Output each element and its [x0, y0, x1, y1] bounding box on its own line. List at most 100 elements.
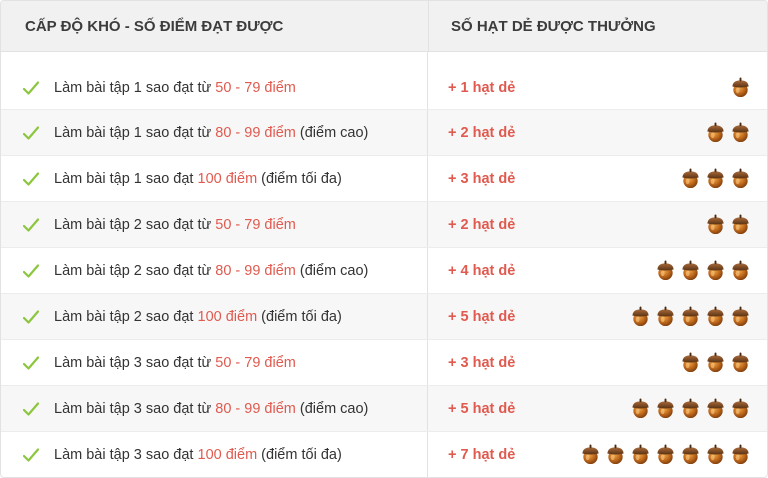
difficulty-cell: Làm bài tập 2 sao đạt từ 80 - 99 điểm (đ…	[1, 248, 428, 293]
score-range: 100 điểm	[197, 170, 258, 187]
checkmark-icon	[23, 355, 39, 370]
difficulty-cell: Làm bài tập 1 sao đạt từ 50 - 79 điểm	[1, 52, 428, 109]
table-row: Làm bài tập 1 sao đạt từ 50 - 79 điểm + 1…	[1, 52, 767, 110]
acorn-icon	[707, 306, 724, 327]
acorn-icon	[707, 444, 724, 465]
difficulty-prefix: Làm bài tập 3 sao đạt từ	[54, 354, 216, 371]
acorn-group	[630, 306, 751, 327]
difficulty-cell: Làm bài tập 3 sao đạt từ 50 - 79 điểm	[1, 340, 428, 385]
reward-amount: + 3 hạt dẻ	[448, 354, 516, 371]
difficulty-text: Làm bài tập 2 sao đạt 100 điểm (điểm tối…	[54, 309, 342, 325]
reward-cell: + 1 hạt dẻ	[428, 52, 767, 109]
reward-amount: + 2 hạt dẻ	[448, 124, 516, 141]
reward-amount: + 1 hạt dẻ	[448, 79, 516, 96]
difficulty-prefix: Làm bài tập 2 sao đạt từ	[54, 262, 216, 279]
checkmark-icon	[23, 263, 39, 278]
table-row: Làm bài tập 3 sao đạt từ 50 - 79 điểm + 3…	[1, 340, 767, 386]
acorn-icon	[607, 444, 624, 465]
acorn-group	[680, 168, 751, 189]
acorn-icon	[657, 398, 674, 419]
acorn-icon	[707, 122, 724, 143]
acorn-group	[680, 352, 751, 373]
acorn-icon	[657, 260, 674, 281]
difficulty-suffix: (điểm cao)	[295, 262, 369, 279]
checkmark-icon	[23, 447, 39, 462]
acorn-icon	[707, 398, 724, 419]
score-range: 80 - 99 điểm	[215, 262, 296, 279]
acorn-icon	[707, 168, 724, 189]
acorn-icon	[632, 398, 649, 419]
acorn-group	[580, 444, 751, 465]
difficulty-cell: Làm bài tập 3 sao đạt 100 điểm (điểm tối…	[1, 432, 428, 477]
acorn-icon	[632, 306, 649, 327]
table-body: Làm bài tập 1 sao đạt từ 50 - 79 điểm + 1…	[1, 52, 767, 477]
header-difficulty: CẤP ĐỘ KHÓ - SỐ ĐIỂM ĐẠT ĐƯỢC	[1, 1, 429, 51]
checkmark-icon	[23, 217, 39, 232]
score-range: 80 - 99 điểm	[215, 400, 296, 417]
acorn-icon	[682, 444, 699, 465]
difficulty-suffix: (điểm tối đa)	[257, 170, 342, 187]
checkmark-icon	[23, 171, 39, 186]
acorn-icon	[732, 214, 749, 235]
acorn-icon	[732, 260, 749, 281]
table-row: Làm bài tập 2 sao đạt từ 50 - 79 điểm + 2…	[1, 202, 767, 248]
reward-amount: + 2 hạt dẻ	[448, 216, 516, 233]
checkmark-icon	[23, 401, 39, 416]
difficulty-text: Làm bài tập 1 sao đạt từ 80 - 99 điểm (đ…	[54, 125, 368, 141]
difficulty-cell: Làm bài tập 3 sao đạt từ 80 - 99 điểm (đ…	[1, 386, 428, 431]
reward-amount: + 5 hạt dẻ	[448, 308, 516, 325]
score-range: 50 - 79 điểm	[215, 216, 296, 233]
header-reward: SỐ HẠT DẺ ĐƯỢC THƯỞNG	[451, 17, 656, 35]
difficulty-text: Làm bài tập 1 sao đạt từ 50 - 79 điểm	[54, 80, 296, 96]
difficulty-text: Làm bài tập 3 sao đạt từ 80 - 99 điểm (đ…	[54, 401, 368, 417]
difficulty-text: Làm bài tập 3 sao đạt từ 50 - 79 điểm	[54, 355, 296, 371]
checkmark-icon	[23, 309, 39, 324]
table-row: Làm bài tập 1 sao đạt 100 điểm (điểm tối…	[1, 156, 767, 202]
reward-amount: + 7 hạt dẻ	[448, 446, 516, 463]
acorn-icon	[582, 444, 599, 465]
difficulty-cell: Làm bài tập 1 sao đạt từ 80 - 99 điểm (đ…	[1, 110, 428, 155]
acorn-group	[655, 260, 751, 281]
difficulty-text: Làm bài tập 3 sao đạt 100 điểm (điểm tối…	[54, 447, 342, 463]
table-row: Làm bài tập 2 sao đạt 100 điểm (điểm tối…	[1, 294, 767, 340]
acorn-icon	[682, 398, 699, 419]
reward-cell: + 4 hạt dẻ	[428, 248, 767, 293]
score-range: 50 - 79 điểm	[215, 79, 296, 96]
difficulty-cell: Làm bài tập 2 sao đạt 100 điểm (điểm tối…	[1, 294, 428, 339]
score-range: 100 điểm	[197, 308, 258, 325]
acorn-group	[705, 122, 751, 143]
acorn-group	[630, 398, 751, 419]
reward-cell: + 3 hạt dẻ	[428, 156, 767, 201]
reward-amount: + 5 hạt dẻ	[448, 400, 516, 417]
acorn-icon	[682, 168, 699, 189]
difficulty-prefix: Làm bài tập 3 sao đạt	[54, 446, 198, 463]
difficulty-suffix: (điểm tối đa)	[257, 446, 342, 463]
acorn-icon	[707, 260, 724, 281]
acorn-group	[705, 214, 751, 235]
acorn-icon	[657, 306, 674, 327]
reward-amount: + 4 hạt dẻ	[448, 262, 516, 279]
reward-cell: + 5 hạt dẻ	[428, 294, 767, 339]
acorn-icon	[732, 168, 749, 189]
score-range: 50 - 79 điểm	[215, 354, 296, 371]
difficulty-cell: Làm bài tập 1 sao đạt 100 điểm (điểm tối…	[1, 156, 428, 201]
checkmark-icon	[23, 80, 39, 95]
acorn-icon	[682, 352, 699, 373]
acorn-icon	[732, 122, 749, 143]
acorn-icon	[732, 77, 749, 98]
difficulty-cell: Làm bài tập 2 sao đạt từ 50 - 79 điểm	[1, 202, 428, 247]
difficulty-prefix: Làm bài tập 1 sao đạt	[54, 170, 198, 187]
reward-cell: + 3 hạt dẻ	[428, 340, 767, 385]
acorn-icon	[657, 444, 674, 465]
reward-cell: + 7 hạt dẻ	[428, 432, 767, 477]
difficulty-text: Làm bài tập 2 sao đạt từ 50 - 79 điểm	[54, 217, 296, 233]
difficulty-prefix: Làm bài tập 3 sao đạt từ	[54, 400, 216, 417]
difficulty-prefix: Làm bài tập 1 sao đạt từ	[54, 79, 216, 96]
score-range: 80 - 99 điểm	[215, 124, 296, 141]
score-range: 100 điểm	[197, 446, 258, 463]
table-row: Làm bài tập 1 sao đạt từ 80 - 99 điểm (đ…	[1, 110, 767, 156]
reward-cell: + 2 hạt dẻ	[428, 202, 767, 247]
difficulty-prefix: Làm bài tập 2 sao đạt từ	[54, 216, 216, 233]
difficulty-text: Làm bài tập 1 sao đạt 100 điểm (điểm tối…	[54, 171, 342, 187]
